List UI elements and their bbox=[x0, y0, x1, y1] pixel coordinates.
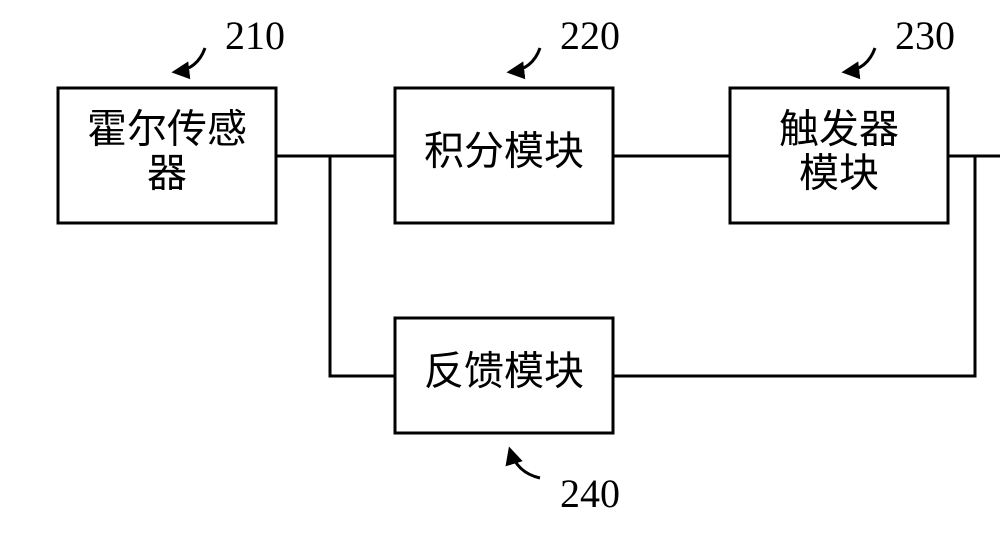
callout-number: 240 bbox=[560, 471, 620, 516]
block-diagram: 霍尔传感器 210 积分模块 220 触发器模块 230 反馈模块 240 bbox=[0, 0, 1000, 537]
callout-number: 210 bbox=[225, 13, 285, 58]
block-label: 霍尔传感 bbox=[87, 107, 247, 152]
block-label: 模块 bbox=[799, 151, 879, 196]
block-label: 反馈模块 bbox=[424, 349, 584, 394]
diagram-background bbox=[0, 0, 1000, 537]
callout-number: 220 bbox=[560, 13, 620, 58]
callout-number: 230 bbox=[895, 13, 955, 58]
block-label: 器 bbox=[147, 151, 187, 196]
block-label: 触发器 bbox=[779, 107, 899, 152]
block-label: 积分模块 bbox=[424, 129, 584, 174]
